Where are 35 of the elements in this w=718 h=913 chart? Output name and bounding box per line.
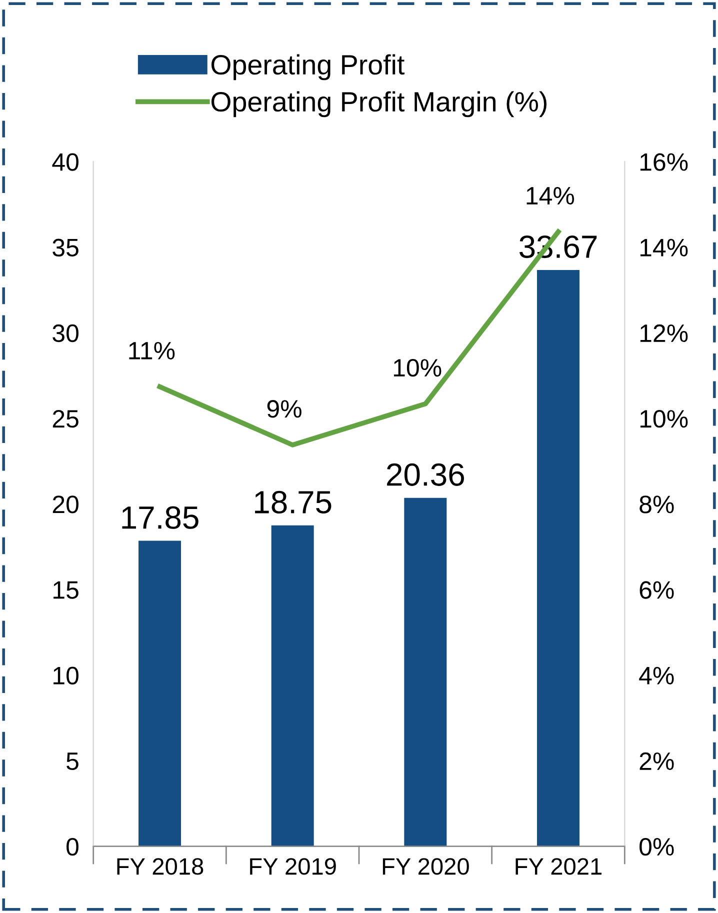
data-label: 20.36: [387, 463, 464, 486]
data-label: 18.75: [255, 490, 332, 514]
y-tick-label: 25: [52, 410, 78, 428]
bar: [138, 540, 182, 846]
y-tick-label: 5: [66, 752, 78, 770]
x-tick-label: FY 2020: [382, 858, 469, 875]
y-tick-label: 15: [54, 581, 78, 599]
data-label: 14%: [526, 187, 574, 205]
x-tick-label: FY 2018: [117, 858, 204, 875]
data-label: 17.85: [122, 506, 198, 529]
bar: [271, 525, 314, 846]
y2-tick-label: 0%: [640, 838, 674, 856]
y-tick-label: 35: [52, 238, 78, 256]
legend-label: Operating Profit Margin (%): [211, 91, 546, 118]
y-tick-label: 10: [54, 666, 78, 684]
data-label: 9%: [267, 400, 302, 418]
y2-tick-label: 6%: [640, 581, 674, 599]
y2-tick-label: 14%: [640, 238, 688, 256]
x-tick-label: FY 2019: [250, 858, 336, 875]
y2-tick-label: 10%: [640, 410, 688, 428]
data-label: 11%: [129, 342, 175, 360]
legend-label: Operating Profit: [211, 54, 404, 80]
y2-tick-label: 16%: [640, 153, 688, 171]
data-label: 10%: [394, 358, 442, 377]
y2-tick-label: 12%: [640, 324, 688, 342]
y-tick-label: 0: [66, 838, 78, 856]
x-tick-label: FY 2021: [516, 858, 602, 875]
y2-tick-label: 4%: [639, 666, 674, 684]
y-tick-label: 20: [52, 496, 78, 514]
y2-tick-label: 2%: [640, 752, 674, 770]
y-tick-label: 40: [52, 153, 78, 171]
bar: [404, 498, 447, 846]
y2-tick-label: 8%: [640, 496, 674, 514]
y-tick-label: 30: [52, 324, 78, 342]
bar: [536, 270, 580, 846]
